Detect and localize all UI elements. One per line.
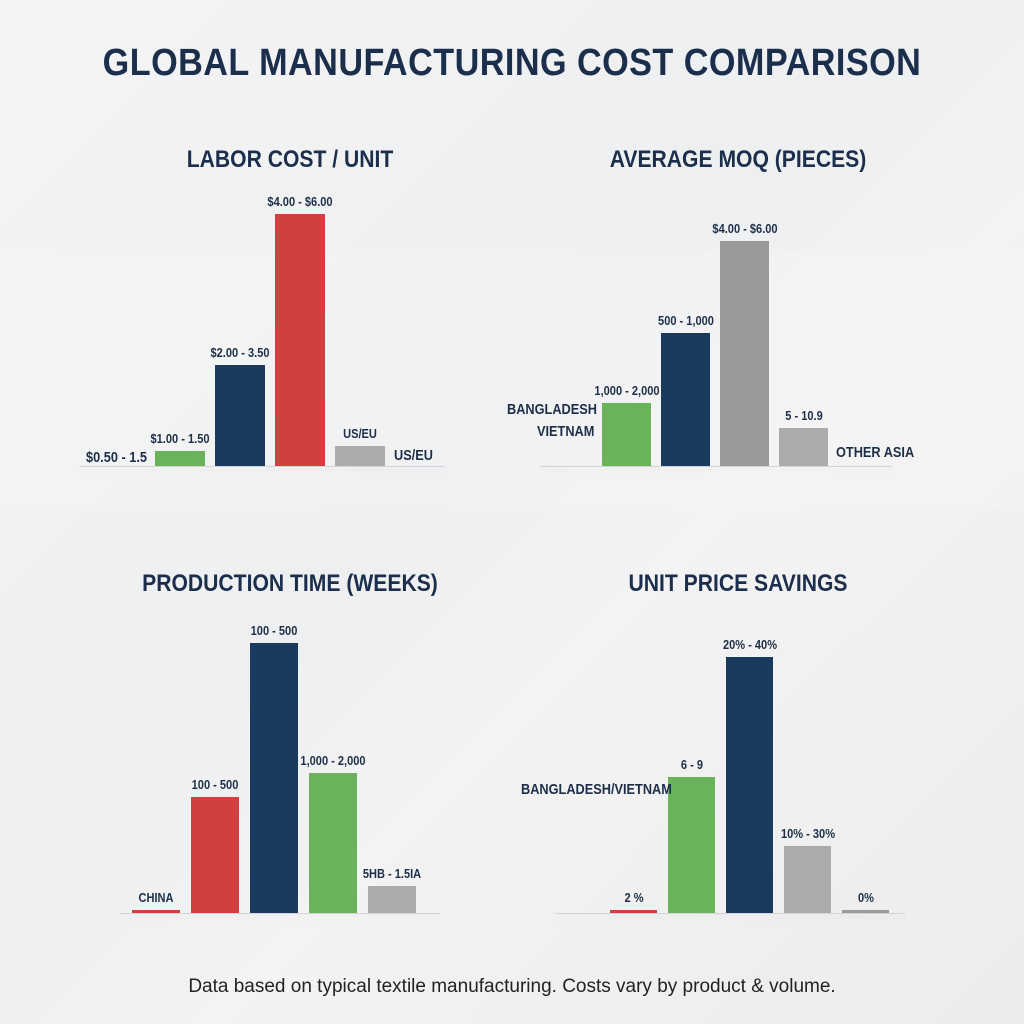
- chart-bar: [842, 910, 889, 913]
- chart-baseline: [540, 466, 892, 467]
- chart-baseline: [80, 466, 445, 467]
- bar-value-label: 500 - 1,000: [657, 313, 714, 329]
- chart-title-labor-cost: LABOR COST / UNIT: [186, 146, 394, 173]
- chart-bar: [132, 910, 180, 913]
- bar-value-label: 1,000 - 2,000: [300, 752, 366, 768]
- category-label-us-eu: US/EU: [394, 447, 433, 464]
- chart-baseline: [555, 913, 905, 914]
- bar-value-label: $2.00 - 3.50: [210, 345, 270, 361]
- main-title: GLOBAL MANUFACTURING COST COMPARISON: [102, 42, 922, 84]
- chart-bar: [661, 333, 710, 466]
- category-label-vietnam: VIETNAM: [537, 423, 595, 440]
- chart-bar: [779, 427, 828, 466]
- chart-title-average-moq: AVERAGE MOQ (PIECES): [609, 146, 867, 173]
- category-label-low-cost: $0.50 - 1.5: [86, 449, 147, 466]
- bar-value-label: 20% - 40%: [722, 637, 777, 652]
- bar-value-label: 5 - 10.9: [784, 407, 823, 423]
- chart-bar: [155, 450, 205, 466]
- bar-value-label: 1,000 - 2,000: [593, 383, 660, 398]
- bar-value-label: $4.00 - $6.00: [267, 194, 333, 209]
- chart-title-unit-price-savings: UNIT PRICE SAVINGS: [628, 570, 848, 597]
- bar-value-label: 0%: [857, 890, 874, 906]
- chart-bar: [275, 214, 325, 466]
- category-label-bangladesh: BANGLADESH: [507, 401, 597, 418]
- chart-bar: [668, 777, 715, 913]
- chart-bar: [784, 846, 831, 913]
- bar-value-label: 5HB - 1.5IA: [362, 866, 422, 881]
- bar-value-label: CHINA: [138, 890, 174, 906]
- category-label-bangladesh-vietnam: BANGLADESH/VIETNAM: [521, 781, 672, 798]
- chart-bar: [726, 657, 773, 913]
- bar-value-label: US/EU: [343, 425, 377, 441]
- bar-value-label: 2 %: [623, 890, 644, 906]
- chart-bar: [250, 643, 298, 913]
- footer-note: Data based on typical textile manufactur…: [188, 976, 836, 997]
- chart-bar: [335, 445, 385, 466]
- chart-bar: [720, 241, 769, 466]
- bar-value-label: 100 - 500: [250, 623, 298, 638]
- chart-bar: [602, 403, 651, 466]
- chart-bar: [215, 365, 265, 466]
- chart-title-production-time: PRODUCTION TIME (WEEKS): [142, 570, 438, 597]
- category-label-other-asia: OTHER ASIA: [836, 444, 915, 461]
- chart-bar: [191, 796, 239, 913]
- bar-value-label: $4.00 - $6.00: [711, 221, 778, 236]
- chart-baseline: [120, 913, 440, 914]
- chart-bar: [610, 910, 657, 913]
- chart-bar: [309, 772, 357, 913]
- bar-value-label: $1.00 - 1.50: [150, 430, 210, 446]
- bar-value-label: 100 - 500: [191, 776, 239, 792]
- chart-bar: [368, 886, 416, 913]
- bar-value-label: 6 - 9: [680, 757, 703, 773]
- bar-value-label: 10% - 30%: [780, 826, 835, 842]
- background-shape: [0, 250, 1024, 510]
